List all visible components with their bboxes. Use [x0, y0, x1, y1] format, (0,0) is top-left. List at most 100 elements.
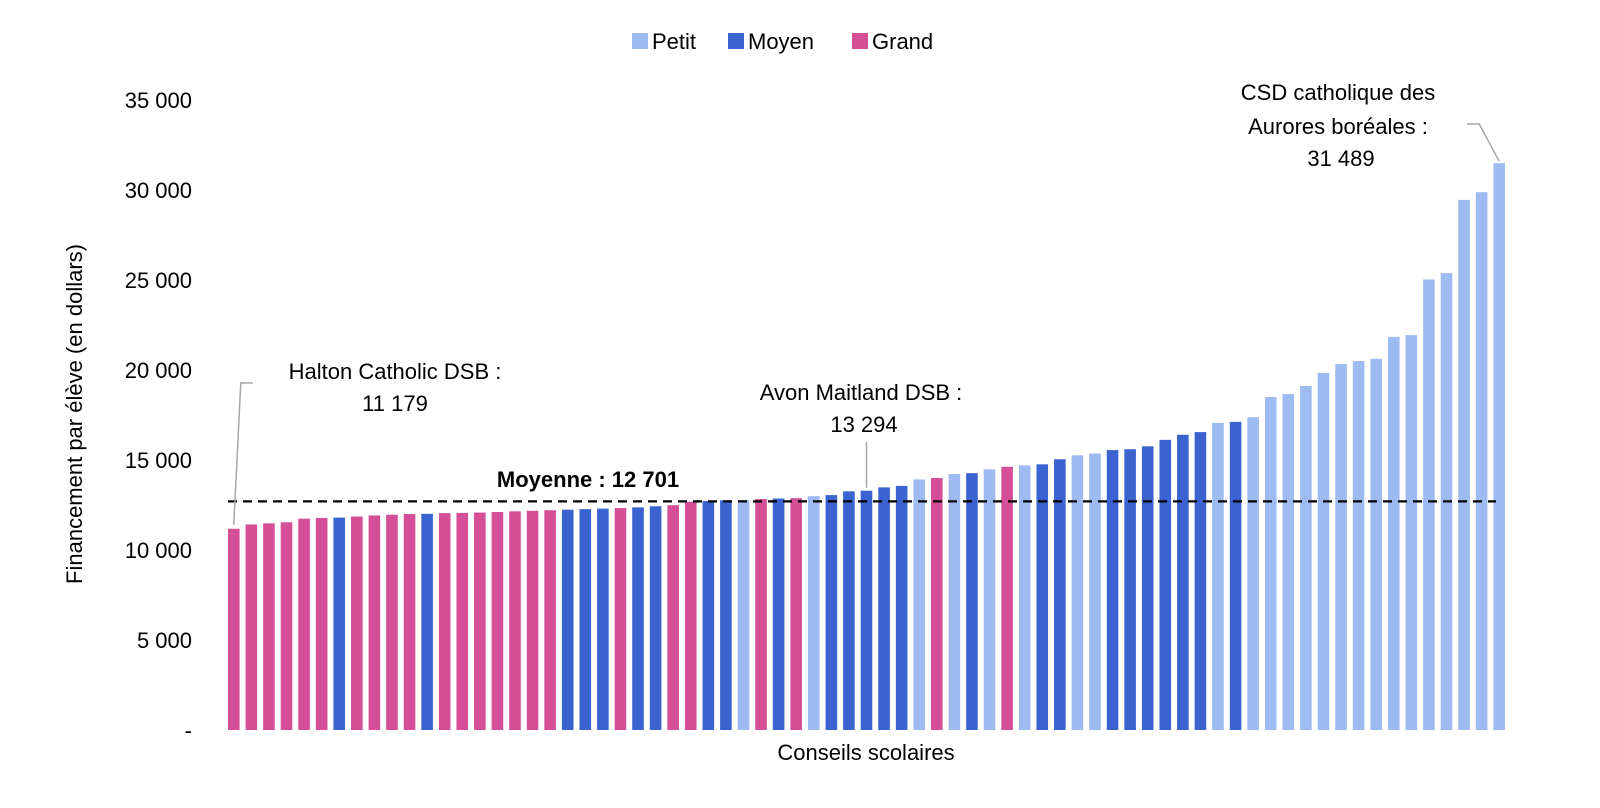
- bar: [1194, 432, 1207, 730]
- bar: [1036, 464, 1049, 730]
- legend-item-petit: Petit: [632, 29, 696, 54]
- bar: [878, 487, 890, 730]
- annotation-value: 31 489: [1307, 146, 1374, 171]
- bar: [790, 498, 802, 730]
- bar: [1493, 163, 1506, 730]
- bar: [1054, 459, 1066, 730]
- bar: [1141, 446, 1154, 730]
- bar: [860, 490, 873, 730]
- bar: [649, 506, 662, 730]
- annotation-aurores: CSD catholique des Aurores boréales : 31 4…: [1241, 80, 1500, 171]
- bar: [1159, 439, 1172, 730]
- bar: [1458, 199, 1470, 730]
- bar: [315, 517, 328, 730]
- y-tick-label: 5 000: [137, 628, 192, 653]
- legend-label-petit: Petit: [652, 29, 696, 54]
- bar: [1370, 358, 1382, 730]
- bar: [667, 505, 679, 730]
- legend-swatch-petit: [632, 33, 648, 49]
- legend-item-moyen: Moyen: [728, 29, 814, 54]
- y-axis: - 5 000 10 000 15 000 20 000 25 000 30 000 35 0…: [125, 88, 192, 743]
- x-axis-title: Conseils scolaires: [777, 740, 954, 765]
- bar: [1089, 453, 1101, 730]
- bar: [614, 508, 627, 730]
- bar: [263, 523, 275, 730]
- legend-item-grand: Grand: [852, 29, 933, 54]
- legend-label-moyen: Moyen: [748, 29, 814, 54]
- bar: [1300, 386, 1312, 730]
- mean-label: Moyenne : 12 701: [497, 467, 679, 492]
- bar: [1124, 449, 1136, 730]
- bar: [1001, 466, 1013, 730]
- legend: Petit Moyen Grand: [632, 29, 933, 54]
- y-tick-label: 10 000: [125, 538, 192, 563]
- bar: [280, 522, 293, 730]
- bar: [1423, 279, 1435, 730]
- bars: [227, 163, 1506, 730]
- bar: [1229, 421, 1242, 730]
- bar: [755, 499, 767, 730]
- y-tick-label: 25 000: [125, 268, 192, 293]
- bar: [544, 510, 556, 730]
- legend-label-grand: Grand: [872, 29, 933, 54]
- annotation-label: Aurores boréales :: [1248, 114, 1428, 139]
- bar: [684, 501, 697, 730]
- bar: [491, 512, 504, 730]
- bar: [825, 495, 838, 730]
- bar: [368, 515, 381, 730]
- bar: [509, 511, 521, 730]
- annotation-leader-line: [233, 382, 253, 525]
- bar: [421, 513, 433, 730]
- annotations: Halton Catholic DSB : 11 179 Avon Maitland…: [233, 80, 1500, 525]
- bar: [456, 512, 469, 730]
- bar: [1387, 336, 1400, 730]
- bar: [772, 498, 785, 730]
- bar: [632, 507, 644, 730]
- bar: [1212, 422, 1224, 730]
- bar: [1247, 417, 1259, 730]
- annotation-label: Avon Maitland DSB :: [760, 380, 963, 405]
- bar: [245, 524, 258, 730]
- y-axis-title: Financement par élève (en dollars): [62, 244, 87, 584]
- bar: [403, 514, 416, 730]
- bar: [1264, 397, 1277, 730]
- bar: [1475, 192, 1488, 730]
- annotation-halton: Halton Catholic DSB : 11 179: [233, 359, 502, 525]
- bar: [597, 508, 609, 730]
- annotation-label: CSD catholique des: [1241, 80, 1435, 105]
- annotation-value: 11 179: [362, 391, 428, 416]
- y-tick-label: -: [185, 718, 192, 743]
- bar: [737, 499, 750, 730]
- bar: [1352, 361, 1365, 730]
- y-tick-label: 30 000: [125, 178, 192, 203]
- bar: [807, 496, 820, 730]
- bar: [227, 528, 240, 730]
- bar: [1071, 455, 1084, 730]
- bar: [948, 474, 961, 730]
- bar: [333, 517, 346, 730]
- bar: [983, 469, 996, 730]
- bar: [720, 500, 732, 730]
- bar: [1177, 434, 1189, 730]
- bar: [1317, 372, 1330, 730]
- bar: [1335, 364, 1347, 730]
- bar: [895, 485, 908, 730]
- bar: [843, 491, 855, 730]
- bar: [913, 479, 926, 730]
- bar: [1405, 335, 1418, 730]
- bar: [1106, 450, 1119, 730]
- annotation-label: Halton Catholic DSB :: [289, 359, 502, 384]
- y-tick-label: 15 000: [125, 448, 192, 473]
- bar: [1282, 394, 1295, 730]
- bar: [1018, 465, 1031, 730]
- legend-swatch-moyen: [728, 33, 744, 49]
- bar: [931, 478, 943, 730]
- bar: [298, 518, 310, 730]
- y-tick-label: 35 000: [125, 88, 192, 113]
- mean-line-group: Moyenne : 12 701: [228, 467, 1496, 503]
- y-tick-label: 20 000: [125, 358, 192, 383]
- bar: [351, 516, 363, 730]
- annotation-leader-line: [1467, 123, 1500, 162]
- bar: [966, 473, 978, 730]
